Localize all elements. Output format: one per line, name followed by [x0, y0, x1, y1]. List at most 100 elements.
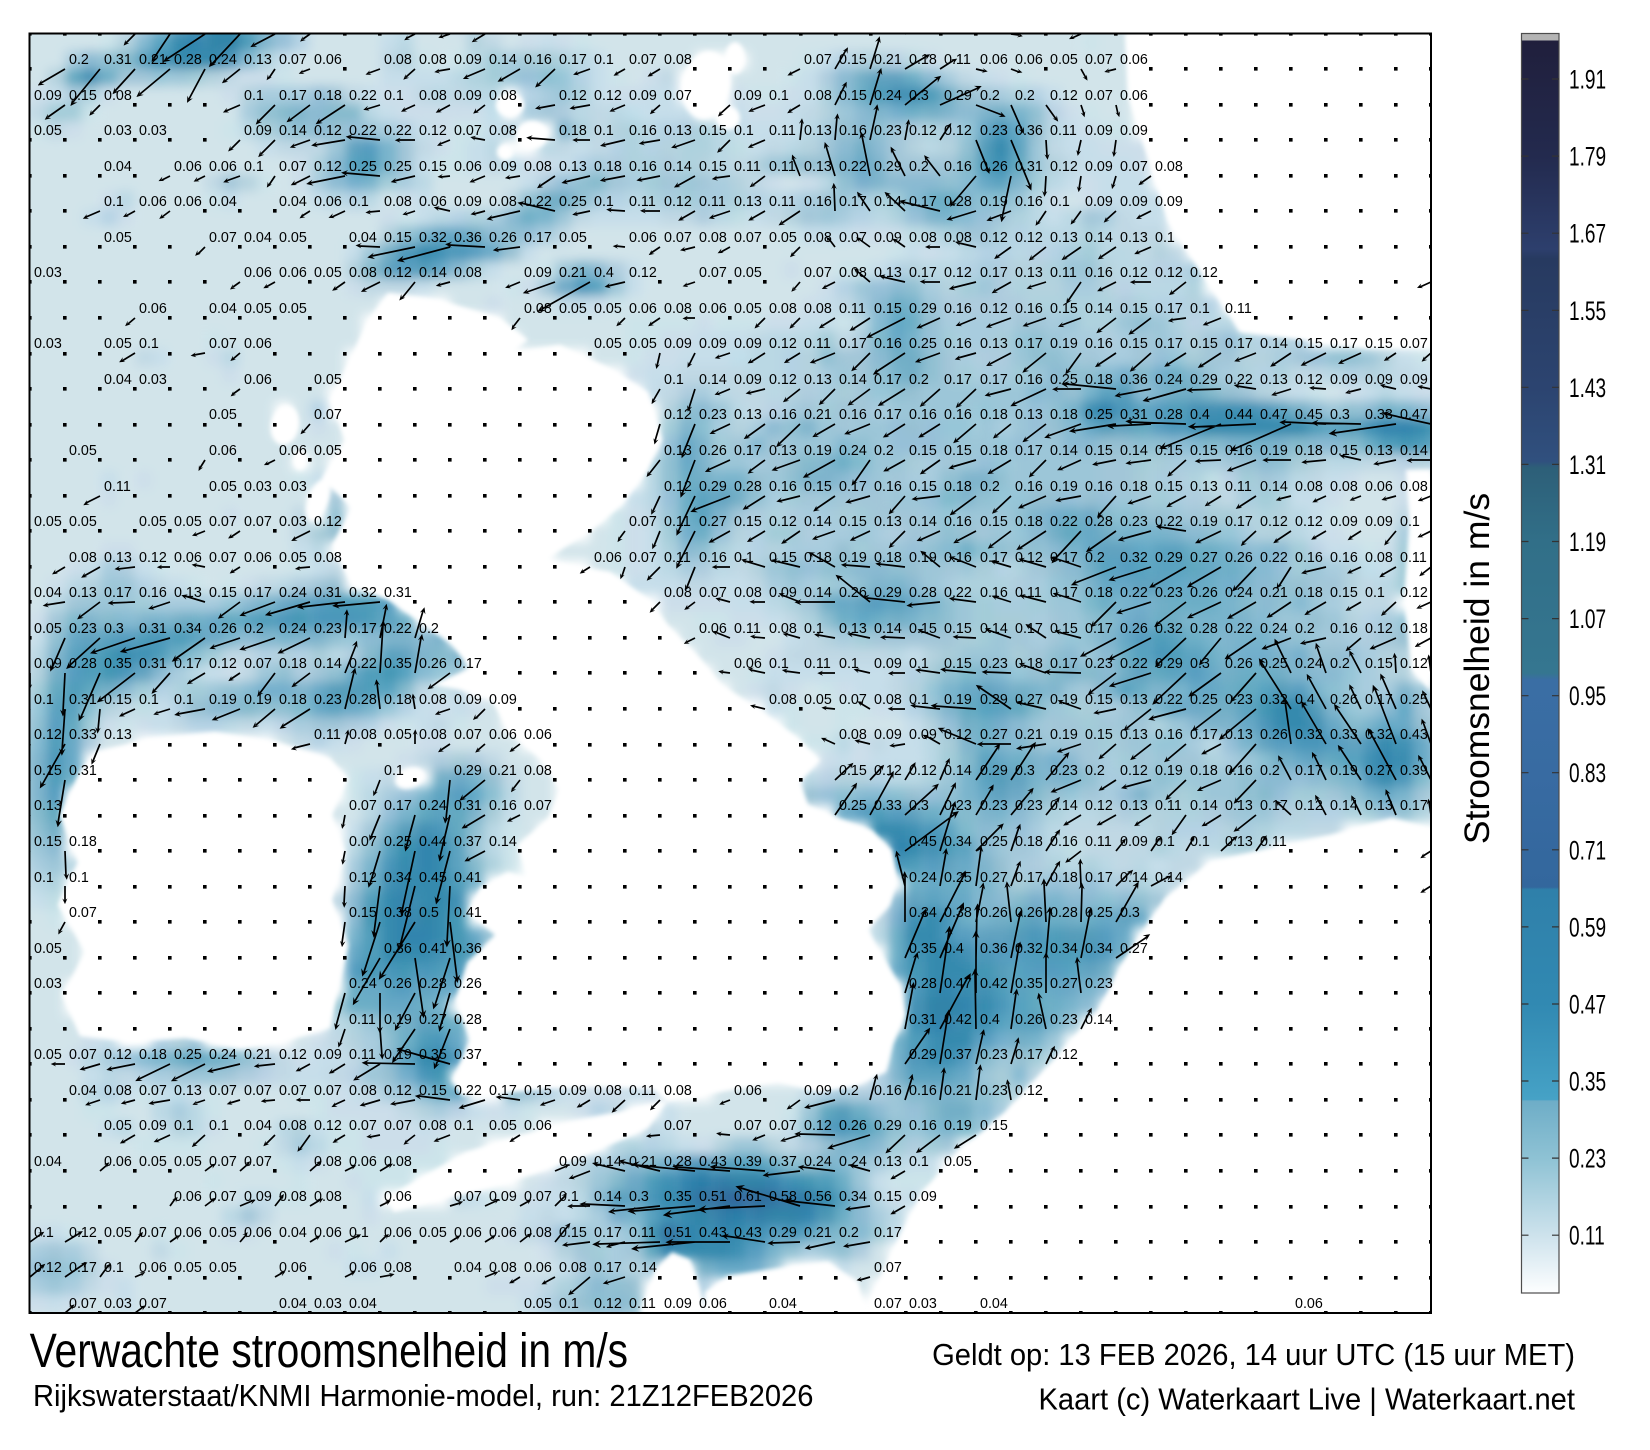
svg-text:0.12: 0.12 — [769, 372, 797, 388]
svg-text:0.12: 0.12 — [909, 763, 937, 779]
svg-text:0.11: 0.11 — [1155, 798, 1182, 814]
svg-text:0.17: 0.17 — [349, 621, 377, 637]
svg-text:0.1: 0.1 — [559, 1189, 579, 1205]
svg-text:0.04: 0.04 — [244, 1118, 272, 1134]
svg-text:0.15: 0.15 — [944, 621, 972, 637]
svg-text:0.18: 0.18 — [874, 550, 902, 566]
svg-text:0.07: 0.07 — [209, 336, 237, 352]
svg-text:0.36: 0.36 — [1120, 372, 1148, 388]
svg-text:0.15: 0.15 — [1120, 301, 1148, 317]
svg-text:0.14: 0.14 — [874, 621, 902, 637]
svg-text:0.58: 0.58 — [769, 1189, 797, 1205]
svg-text:0.31: 0.31 — [909, 1012, 937, 1028]
svg-text:0.14: 0.14 — [594, 1154, 622, 1170]
svg-text:0.1: 0.1 — [1190, 301, 1210, 317]
svg-text:0.22: 0.22 — [1225, 621, 1253, 637]
svg-text:0.17: 0.17 — [839, 194, 867, 210]
svg-text:0.07: 0.07 — [804, 265, 832, 281]
svg-text:0.13: 0.13 — [104, 550, 132, 566]
svg-text:0.44: 0.44 — [419, 834, 447, 850]
svg-text:0.03: 0.03 — [279, 514, 307, 530]
svg-text:0.09: 0.09 — [1120, 123, 1148, 139]
svg-text:0.07: 0.07 — [769, 1118, 797, 1134]
svg-text:0.11: 0.11 — [944, 52, 971, 68]
svg-text:0.14: 0.14 — [1330, 798, 1358, 814]
svg-text:1.55: 1.55 — [1569, 296, 1606, 326]
svg-text:0.4: 0.4 — [1295, 692, 1315, 708]
svg-text:0.1: 0.1 — [244, 159, 264, 175]
svg-text:0.18: 0.18 — [1085, 372, 1113, 388]
svg-text:0.17: 0.17 — [524, 230, 552, 246]
svg-text:0.2: 0.2 — [909, 159, 929, 175]
svg-text:0.15: 0.15 — [874, 301, 902, 317]
svg-text:0.05: 0.05 — [34, 621, 62, 637]
svg-text:0.06: 0.06 — [699, 621, 727, 637]
svg-text:0.12: 0.12 — [314, 123, 342, 139]
svg-text:0.07: 0.07 — [209, 1083, 237, 1099]
svg-text:0.05: 0.05 — [384, 727, 412, 743]
svg-text:0.24: 0.24 — [839, 1154, 867, 1170]
svg-text:0.28: 0.28 — [1190, 621, 1218, 637]
svg-text:Stroomsnelheid in m/s: Stroomsnelheid in m/s — [1457, 493, 1497, 844]
svg-text:0.15: 0.15 — [699, 159, 727, 175]
svg-text:0.24: 0.24 — [279, 621, 307, 637]
svg-text:0.11: 0.11 — [349, 1012, 376, 1028]
svg-text:0.12: 0.12 — [1400, 656, 1428, 672]
svg-text:0.1: 0.1 — [174, 1118, 194, 1134]
svg-text:0.29: 0.29 — [944, 88, 972, 104]
svg-text:0.09: 0.09 — [699, 336, 727, 352]
svg-text:0.24: 0.24 — [1295, 656, 1323, 672]
svg-text:0.17: 0.17 — [104, 585, 132, 601]
svg-text:0.08: 0.08 — [419, 88, 447, 104]
svg-text:0.23: 0.23 — [980, 1083, 1008, 1099]
svg-text:0.32: 0.32 — [1155, 621, 1183, 637]
svg-text:0.18: 0.18 — [279, 656, 307, 672]
svg-text:0.1: 0.1 — [1155, 230, 1175, 246]
svg-text:0.22: 0.22 — [1155, 692, 1183, 708]
svg-text:0.32: 0.32 — [1365, 727, 1393, 743]
svg-text:0.07: 0.07 — [209, 514, 237, 530]
svg-text:0.05: 0.05 — [314, 443, 342, 459]
svg-text:0.29: 0.29 — [1190, 372, 1218, 388]
svg-text:0.1: 0.1 — [209, 1118, 229, 1134]
svg-text:0.24: 0.24 — [1155, 372, 1183, 388]
svg-text:0.06: 0.06 — [209, 159, 237, 175]
svg-text:0.14: 0.14 — [1085, 1012, 1113, 1028]
svg-text:0.06: 0.06 — [489, 1225, 517, 1241]
svg-text:0.29: 0.29 — [1155, 656, 1183, 672]
svg-text:0.11: 0.11 — [104, 479, 131, 495]
svg-text:0.05: 0.05 — [944, 1154, 972, 1170]
svg-text:0.26: 0.26 — [980, 159, 1008, 175]
svg-text:0.1: 0.1 — [34, 692, 54, 708]
svg-text:0.35: 0.35 — [1015, 976, 1043, 992]
svg-text:0.05: 0.05 — [804, 692, 832, 708]
svg-text:0.09: 0.09 — [1155, 194, 1183, 210]
svg-text:0.16: 0.16 — [139, 585, 167, 601]
svg-text:0.16: 0.16 — [1155, 727, 1183, 743]
svg-text:0.04: 0.04 — [454, 1260, 482, 1276]
svg-text:0.14: 0.14 — [1400, 443, 1428, 459]
svg-text:0.15: 0.15 — [769, 550, 797, 566]
svg-text:0.09: 0.09 — [1120, 194, 1148, 210]
svg-text:0.11: 0.11 — [1225, 301, 1252, 317]
svg-text:0.17: 0.17 — [1295, 763, 1323, 779]
svg-text:0.17: 0.17 — [839, 336, 867, 352]
svg-text:0.23: 0.23 — [69, 621, 97, 637]
svg-text:0.13: 0.13 — [1015, 265, 1043, 281]
svg-text:0.25: 0.25 — [1400, 692, 1428, 708]
svg-text:0.51: 0.51 — [699, 1189, 727, 1205]
svg-text:0.13: 0.13 — [1225, 834, 1253, 850]
svg-text:0.17: 0.17 — [559, 52, 587, 68]
svg-text:0.11: 0.11 — [1400, 550, 1427, 566]
svg-text:0.33: 0.33 — [1365, 407, 1393, 423]
svg-text:0.07: 0.07 — [1120, 159, 1148, 175]
svg-text:0.15: 0.15 — [1330, 585, 1358, 601]
svg-text:0.21: 0.21 — [804, 407, 832, 423]
svg-text:0.09: 0.09 — [1365, 514, 1393, 530]
svg-text:0.17: 0.17 — [1225, 514, 1253, 530]
svg-text:0.17: 0.17 — [874, 1225, 902, 1241]
svg-text:0.61: 0.61 — [734, 1189, 762, 1205]
svg-text:0.1: 0.1 — [384, 88, 404, 104]
svg-text:0.14: 0.14 — [314, 656, 342, 672]
svg-text:0.3: 0.3 — [1015, 763, 1035, 779]
